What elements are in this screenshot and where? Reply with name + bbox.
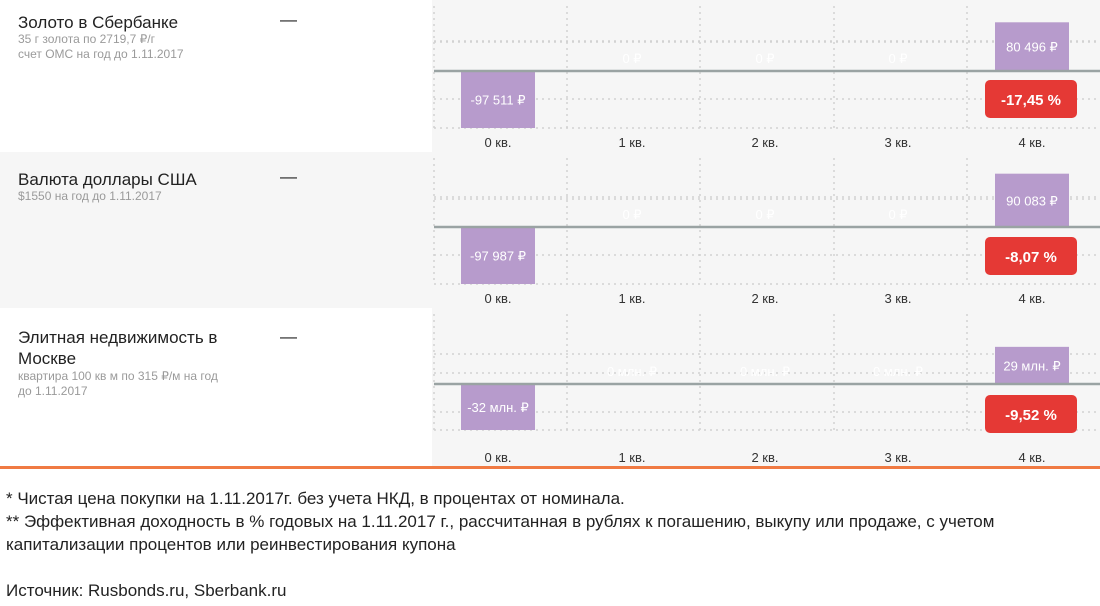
cashflow-chart: -97 511 ₽ 0 кв. 0 ₽ 1 кв. 0 ₽ 2 кв. 0 ₽ 3 кв. 80… xyxy=(432,0,1100,152)
x-tick-label: 4 кв. xyxy=(1018,135,1045,150)
investment-row-usd: Валюта доллары США $1550 на год до 1.11.… xyxy=(0,152,1100,308)
x-tick-label: 2 кв. xyxy=(751,135,778,150)
row-title: Золото в Сбербанке xyxy=(18,13,179,32)
row-subtitle: $1550 на год до 1.11.2017 xyxy=(18,189,162,203)
yield-badge xyxy=(985,395,1077,433)
source-note: Источник: Rusbonds.ru, Sberbank.ru xyxy=(6,581,287,600)
bar-value-label: 0 ₽ xyxy=(755,51,774,66)
cashflow-chart-svg: -97 511 ₽ 0 кв. 0 ₽ 1 кв. 0 ₽ 2 кв. 0 ₽ 3 кв. 80… xyxy=(433,6,1100,150)
x-tick-label: 3 кв. xyxy=(884,135,911,150)
row-title: Валюта доллары США xyxy=(18,170,197,189)
bar-value-label: -97 987 ₽ xyxy=(470,249,526,264)
x-tick-label: 1 кв. xyxy=(618,291,645,306)
x-tick-label: 4 кв. xyxy=(1018,450,1045,465)
x-tick-label: 1 кв. xyxy=(618,450,645,465)
x-tick-label: 0 кв. xyxy=(484,450,511,465)
bar-value-label: 0 ₽ xyxy=(888,207,907,222)
price-dash: — xyxy=(280,327,297,346)
x-tick-label: 2 кв. xyxy=(751,450,778,465)
bar-value-label: 0 ₽ xyxy=(755,207,774,222)
investment-row-realestate: Элитная недвижимость в Москве квартира 1… xyxy=(0,308,1100,466)
footnotes: * Чистая цена покупки на 1.11.2017г. без… xyxy=(6,487,1006,602)
bar xyxy=(461,71,535,128)
investment-row-gold: Золото в Сбербанке 35 г золота по 2719,7… xyxy=(0,0,1100,152)
bar xyxy=(461,227,535,284)
x-tick-label: 3 кв. xyxy=(884,291,911,306)
footnote-yield: ** Эффективная доходность в % годовых на… xyxy=(6,512,995,554)
bar xyxy=(995,173,1069,227)
bar-value-label: -97 511 ₽ xyxy=(470,93,525,108)
bar-value-label: 90 083 ₽ xyxy=(1006,193,1058,208)
x-tick-label: 0 кв. xyxy=(484,135,511,150)
bar-value-label: 29 млн. ₽ xyxy=(1003,358,1060,373)
section-divider xyxy=(0,466,1100,469)
bar-value-label: 80 496 ₽ xyxy=(1006,40,1058,55)
bar xyxy=(995,346,1069,384)
row-info: Золото в Сбербанке 35 г золота по 2719,7… xyxy=(0,0,432,152)
yield-badge-label: -17,45 % xyxy=(1001,92,1061,109)
row-info: Валюта доллары США $1550 на год до 1.11.… xyxy=(0,152,432,308)
x-tick-label: 3 кв. xyxy=(884,450,911,465)
bar-value-label: 0 ₽ xyxy=(622,207,641,222)
row-subtitle: 35 г золота по 2719,7 ₽/г счет ОМС на го… xyxy=(18,32,184,61)
footnote-price: * Чистая цена покупки на 1.11.2017г. без… xyxy=(6,489,625,508)
x-tick-label: 0 кв. xyxy=(484,291,511,306)
x-tick-label: 2 кв. xyxy=(751,291,778,306)
cashflow-chart-svg: -32 млн. ₽ 0 кв. 0 млн. ₽ 1 кв. 0 млн. ₽ 2 кв… xyxy=(433,314,1100,465)
yield-badge xyxy=(985,80,1077,118)
price-dash: — xyxy=(280,167,297,186)
row-subtitle: квартира 100 кв м по 315 ₽/м на год до 1… xyxy=(18,369,218,398)
cashflow-chart-svg: -97 987 ₽ 0 кв. 0 ₽ 1 кв. 0 ₽ 2 кв. 0 ₽ 3 кв. 90… xyxy=(433,158,1100,306)
bar-value-label: 0 млн. ₽ xyxy=(607,364,657,379)
x-tick-label: 1 кв. xyxy=(618,135,645,150)
bar-value-label: 0 ₽ xyxy=(622,51,641,66)
cashflow-chart: -97 987 ₽ 0 кв. 0 ₽ 1 кв. 0 ₽ 2 кв. 0 ₽ 3 кв. 90… xyxy=(432,152,1100,308)
bar-value-label: 0 млн. ₽ xyxy=(873,364,923,379)
bar-value-label: 0 млн. ₽ xyxy=(740,364,790,379)
price-dash: — xyxy=(280,10,297,29)
yield-badge-label: -8,07 % xyxy=(1005,249,1057,266)
yield-badge-label: -9,52 % xyxy=(1005,407,1057,424)
bar-value-label: -32 млн. ₽ xyxy=(467,400,529,415)
row-title: Элитная недвижимость в Москве xyxy=(18,328,218,368)
row-info: Элитная недвижимость в Москве квартира 1… xyxy=(0,308,432,466)
bar xyxy=(995,22,1069,71)
bar xyxy=(461,384,535,430)
yield-badge xyxy=(985,237,1077,275)
x-tick-label: 4 кв. xyxy=(1018,291,1045,306)
cashflow-chart: -32 млн. ₽ 0 кв. 0 млн. ₽ 1 кв. 0 млн. ₽ 2 кв… xyxy=(432,308,1100,466)
bar-value-label: 0 ₽ xyxy=(888,51,907,66)
